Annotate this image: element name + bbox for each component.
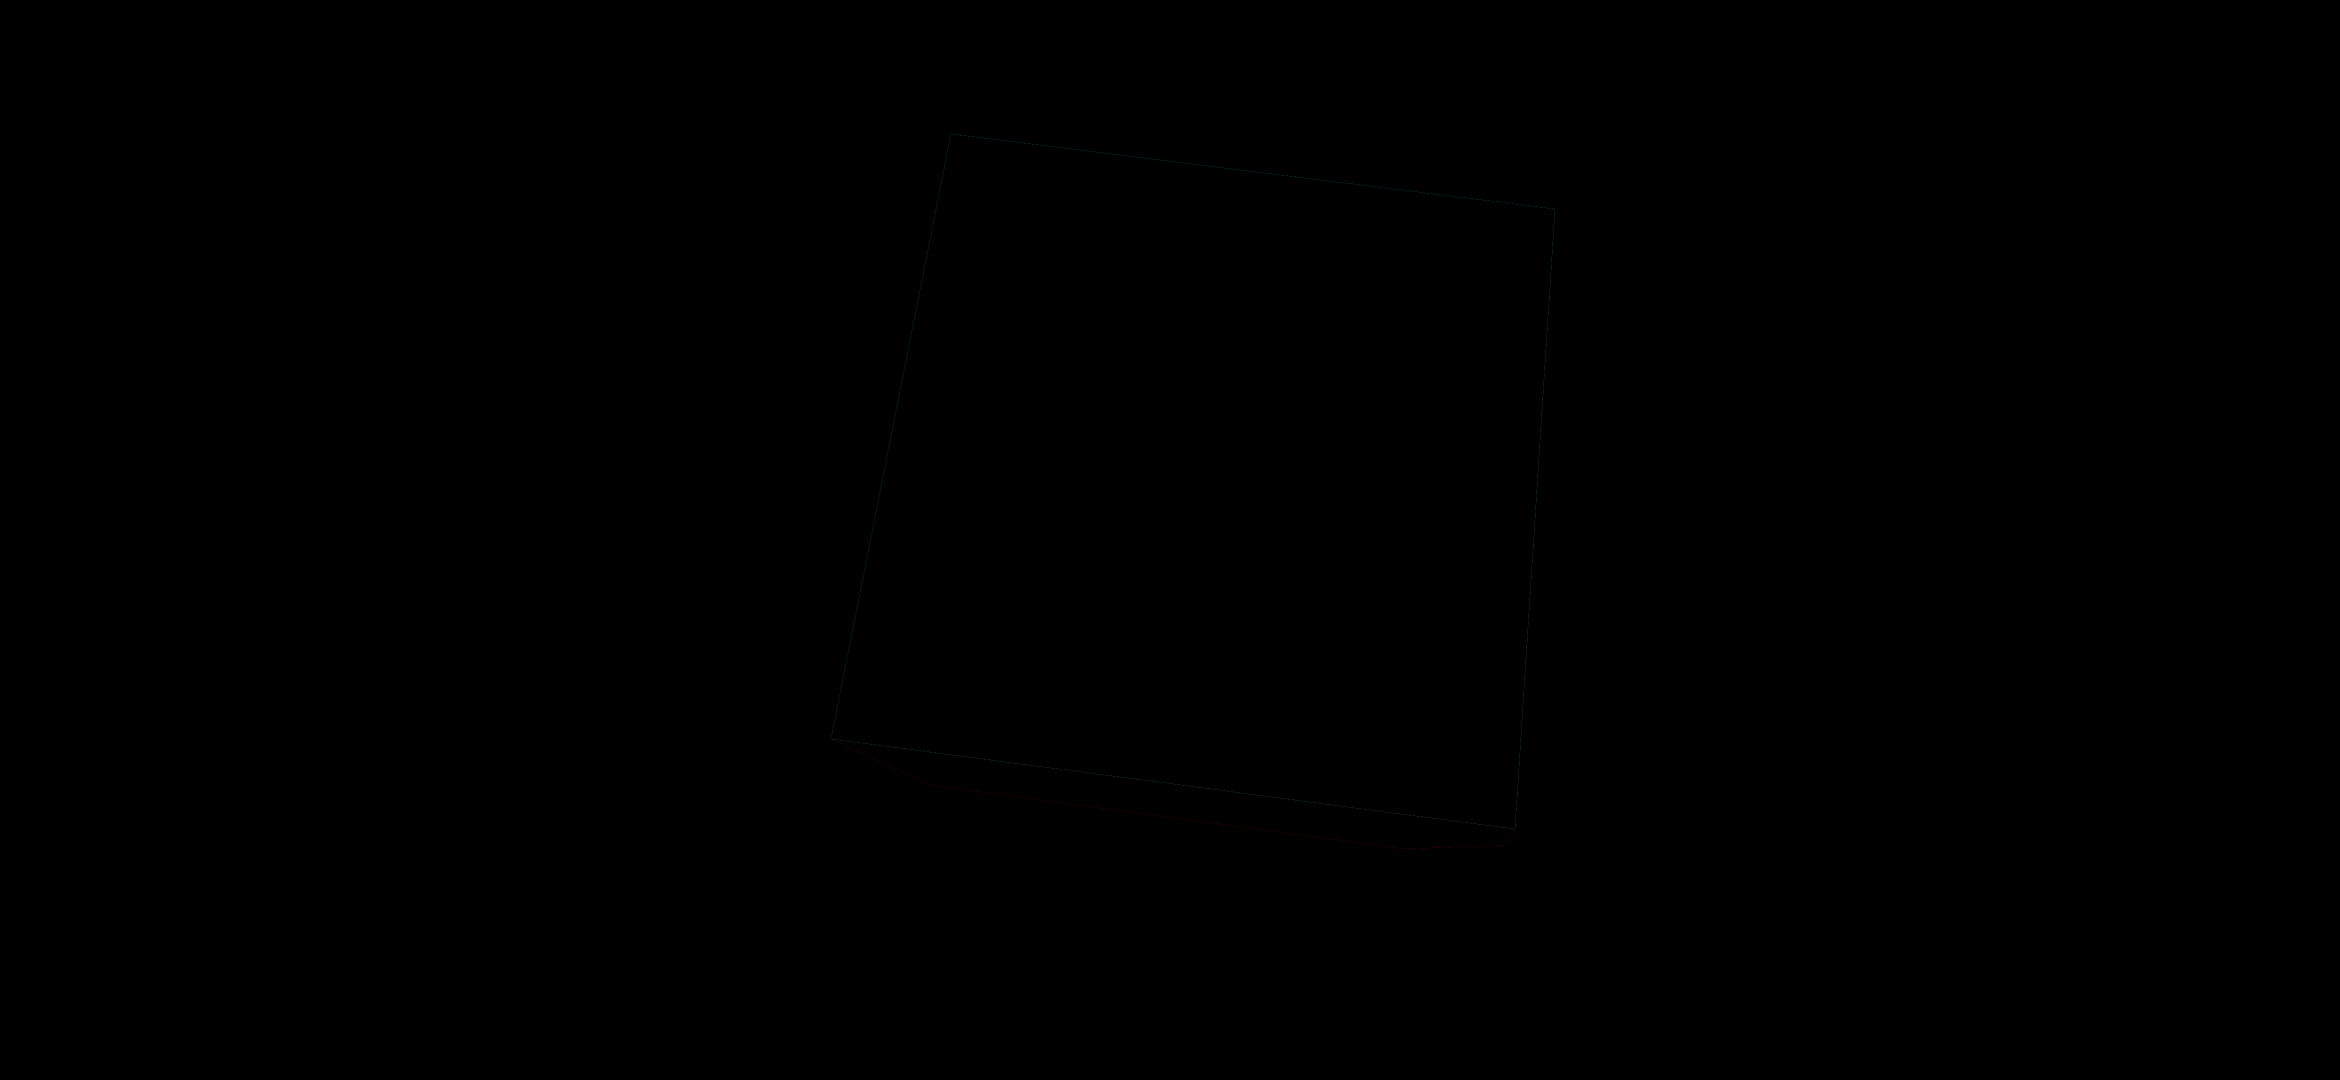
- cube-front-face: [831, 134, 1555, 829]
